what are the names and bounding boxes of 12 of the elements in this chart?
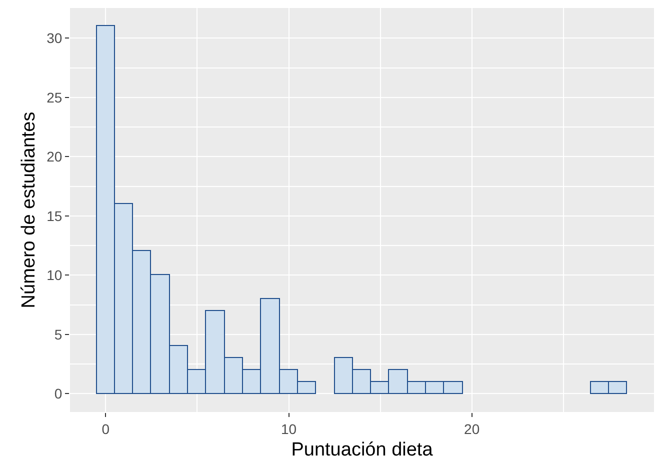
y-tick-label: 15 xyxy=(46,208,62,224)
x-tick-label: 20 xyxy=(464,420,480,437)
y-tick-label: 20 xyxy=(46,148,62,165)
y-tick-label: 0 xyxy=(54,386,62,402)
y-tick-label: 30 xyxy=(46,30,62,46)
x-tick-label: 0 xyxy=(102,420,110,437)
y-axis-title: Número de estudiantes xyxy=(18,112,40,308)
y-tick-label: 10 xyxy=(46,267,62,284)
y-tick-label: 5 xyxy=(54,326,62,342)
x-axis-title: Puntuación dieta xyxy=(291,440,434,461)
y-tick-label: 25 xyxy=(46,89,62,106)
x-tick-label: 10 xyxy=(280,420,297,437)
